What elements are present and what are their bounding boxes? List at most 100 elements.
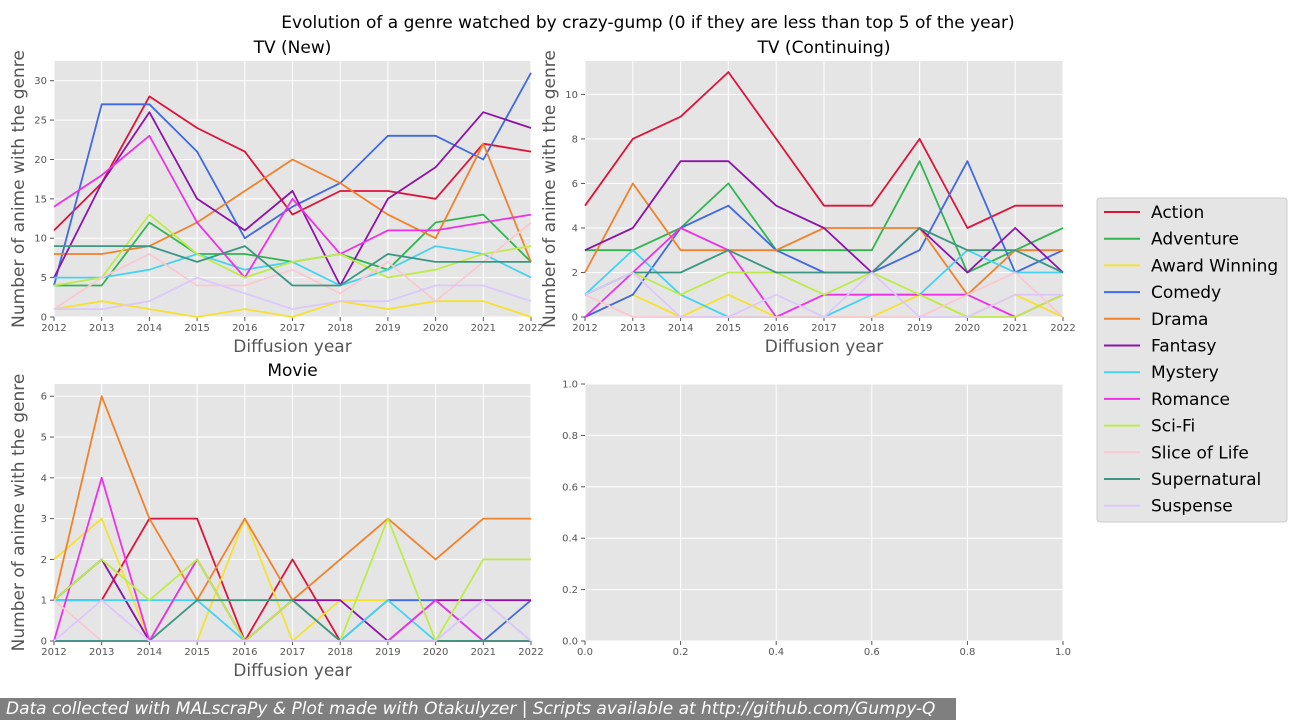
y-tick-label: 20 <box>34 155 47 166</box>
legend-label: Mystery <box>1151 363 1219 383</box>
y-tick-label: 0.6 <box>562 482 578 493</box>
y-tick-label: 0 <box>572 313 578 324</box>
series-line-supernatural <box>54 245 531 287</box>
subplot-2: 2012 2013 2014 2015 2016 2017 2018 2019 2020 2021… <box>540 38 1076 357</box>
x-tick-label: 2013 <box>89 647 114 658</box>
series-line-romance <box>53 134 532 279</box>
series-line-suspense <box>53 599 532 642</box>
x-tick-label: 2015 <box>184 323 209 334</box>
y-tick-label: 0.4 <box>562 534 578 545</box>
x-tick-label: 0.6 <box>864 647 880 658</box>
y-tick-label: 10 <box>565 90 578 101</box>
legend-entry: Sci-Fi <box>1104 417 1195 437</box>
legend-label: Action <box>1151 203 1204 223</box>
legend-entry: Fantasy <box>1104 337 1216 357</box>
x-tick-label: 2019 <box>375 323 400 334</box>
legend-label: Supernatural <box>1151 470 1261 490</box>
legend-entry: Action <box>1104 203 1204 223</box>
y-tick-label: 2 <box>41 555 47 566</box>
x-tick-label: 2012 <box>41 647 66 658</box>
legend-entry: Slice of Life <box>1104 443 1249 463</box>
legend-label: Drama <box>1151 310 1208 330</box>
x-tick-label: 2018 <box>327 323 352 334</box>
x-tick-label: 2020 <box>423 323 448 334</box>
series-line-suspense <box>54 276 532 311</box>
legend-entry: Mystery <box>1104 363 1219 383</box>
x-tick-label: 0.8 <box>959 647 975 658</box>
legend-entry: Adventure <box>1104 230 1239 250</box>
subplot-3: 2012 2013 2014 2015 2016 2017 2018 2019 2020 2021… <box>9 361 544 681</box>
series-line-award-winning <box>53 300 532 318</box>
legend-label: Fantasy <box>1151 337 1216 357</box>
x-tick-label: 2018 <box>859 323 884 334</box>
footer-credits: Data collected with MALscraPy & Plot mad… <box>0 698 956 720</box>
y-tick-label: 10 <box>34 234 47 245</box>
figure-suptitle: Evolution of a genre watched by crazy-gu… <box>281 13 1014 33</box>
legend-label: Comedy <box>1151 283 1221 303</box>
legend-entry: Romance <box>1104 390 1230 410</box>
x-tick-label: 2017 <box>811 323 836 334</box>
legend-label: Slice of Life <box>1151 443 1249 463</box>
series-line-action <box>53 95 532 232</box>
x-tick-label: 2014 <box>137 323 162 334</box>
y-tick-label: 8 <box>572 134 578 145</box>
y-tick-label: 5 <box>41 273 47 284</box>
series-line-sci-fi <box>584 271 1064 318</box>
series-line-fantasy <box>53 111 532 287</box>
y-tick-label: 2 <box>572 268 578 279</box>
x-tick-label: 2016 <box>232 323 257 334</box>
x-axis-label: Diffusion year <box>233 661 351 681</box>
x-tick-label: 0.0 <box>577 647 593 658</box>
legend-entry: Comedy <box>1104 283 1221 303</box>
x-tick-label: 2022 <box>518 323 543 334</box>
x-tick-label: 2021 <box>1002 323 1027 334</box>
y-tick-label: 30 <box>34 76 47 87</box>
y-tick-label: 25 <box>34 116 47 127</box>
x-tick-label: 2014 <box>668 323 693 334</box>
x-tick-label: 0.4 <box>768 647 784 658</box>
legend-label: Suspense <box>1151 497 1233 517</box>
y-tick-label: 0.2 <box>562 585 578 596</box>
y-tick-label: 5 <box>41 433 47 444</box>
series-line-adventure <box>585 160 1064 274</box>
plot-area <box>585 384 1063 641</box>
x-tick-label: 2022 <box>518 647 543 658</box>
y-axis-label: Number of anime with the genre <box>540 50 560 328</box>
subplot-title: Movie <box>267 361 317 381</box>
x-tick-label: 2021 <box>471 647 496 658</box>
x-tick-label: 2013 <box>89 323 114 334</box>
legend-label: Romance <box>1151 390 1230 410</box>
x-tick-label: 2014 <box>137 647 162 658</box>
series-line-sci-fi <box>53 213 532 287</box>
x-tick-label: 2021 <box>471 323 496 334</box>
y-tick-label: 0 <box>41 313 47 324</box>
series-line-drama <box>54 142 532 263</box>
y-tick-label: 0.8 <box>562 431 578 442</box>
y-tick-label: 15 <box>34 194 47 205</box>
x-tick-label: 2015 <box>184 647 209 658</box>
x-tick-label: 2020 <box>423 647 448 658</box>
x-tick-label: 0.2 <box>673 647 689 658</box>
x-tick-label: 2020 <box>955 323 980 334</box>
x-axis-label: Diffusion year <box>765 337 883 357</box>
legend-label: Sci-Fi <box>1151 417 1195 437</box>
x-axis-label: Diffusion year <box>233 337 351 357</box>
x-tick-label: 2015 <box>716 323 741 334</box>
legend-entry: Award Winning <box>1104 256 1278 276</box>
y-axis-label: Number of anime with the genre <box>9 50 29 328</box>
x-tick-label: 2017 <box>280 323 305 334</box>
legend-box <box>1096 197 1288 523</box>
legend-entry: Suspense <box>1104 497 1233 517</box>
series-line-supernatural <box>584 227 1064 296</box>
y-axis-label: Number of anime with the genre <box>9 374 29 652</box>
x-tick-label: 1.0 <box>1055 647 1071 658</box>
x-tick-label: 2019 <box>375 647 400 658</box>
y-tick-label: 6 <box>572 179 578 190</box>
x-tick-label: 2012 <box>41 323 66 334</box>
y-tick-label: 4 <box>41 473 47 484</box>
legend-entry: Drama <box>1104 310 1208 330</box>
series-line-supernatural <box>54 599 531 642</box>
x-tick-label: 2016 <box>232 647 257 658</box>
subplot-1: 2012 2013 2014 2015 2016 2017 2018 2019 2020 2021… <box>9 38 544 357</box>
